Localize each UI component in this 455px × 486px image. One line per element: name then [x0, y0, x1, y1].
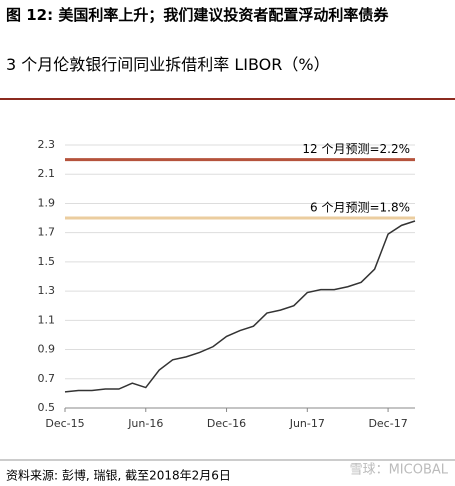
y-tick-label: 2.1 [38, 167, 56, 180]
x-tick-label: Dec-16 [207, 417, 246, 430]
x-tick-label: Dec-15 [45, 417, 84, 430]
header-rule [0, 98, 455, 100]
x-tick-label: Jun-17 [289, 417, 325, 430]
x-tick-label: Jun-16 [127, 417, 163, 430]
line [64, 220, 416, 393]
y-tick-label: 0.7 [38, 372, 56, 385]
y-tick-label: 2.3 [38, 138, 56, 151]
y-tick-label: 0.5 [38, 401, 56, 414]
watermark: 雪球：MICOBAL [350, 463, 449, 478]
chart-subtitle: 3 个月伦敦银行间同业拆借利率 LIBOR（%） [6, 55, 330, 74]
y-tick-label: 1.3 [38, 284, 56, 297]
y-tick-label: 1.9 [38, 196, 56, 209]
y-tick-label: 1.1 [38, 313, 56, 326]
forecast-label: 12 个月预测=2.2% [302, 142, 410, 156]
forecast-label: 6 个月预测=1.8% [310, 201, 410, 215]
y-tick-label: 0.9 [38, 343, 56, 356]
y-tick-label: 1.5 [38, 255, 56, 268]
chart-title: 图 12: 美国利率上升；我们建议投资者配置浮动利率债券 [6, 6, 389, 24]
x-tick-label: Dec-17 [368, 417, 407, 430]
source: 资料来源: 彭博, 瑞银, 截至2018年2月6日 [6, 468, 231, 483]
y-tick-label: 1.7 [38, 226, 56, 239]
